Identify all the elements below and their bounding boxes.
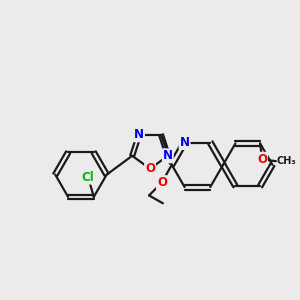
Text: O: O	[145, 162, 155, 175]
Text: O: O	[157, 176, 167, 189]
Text: O: O	[257, 153, 267, 166]
Text: N: N	[163, 149, 173, 162]
Text: CH₃: CH₃	[277, 156, 296, 166]
Text: N: N	[180, 136, 190, 149]
Text: Cl: Cl	[82, 171, 94, 184]
Text: N: N	[134, 128, 144, 141]
